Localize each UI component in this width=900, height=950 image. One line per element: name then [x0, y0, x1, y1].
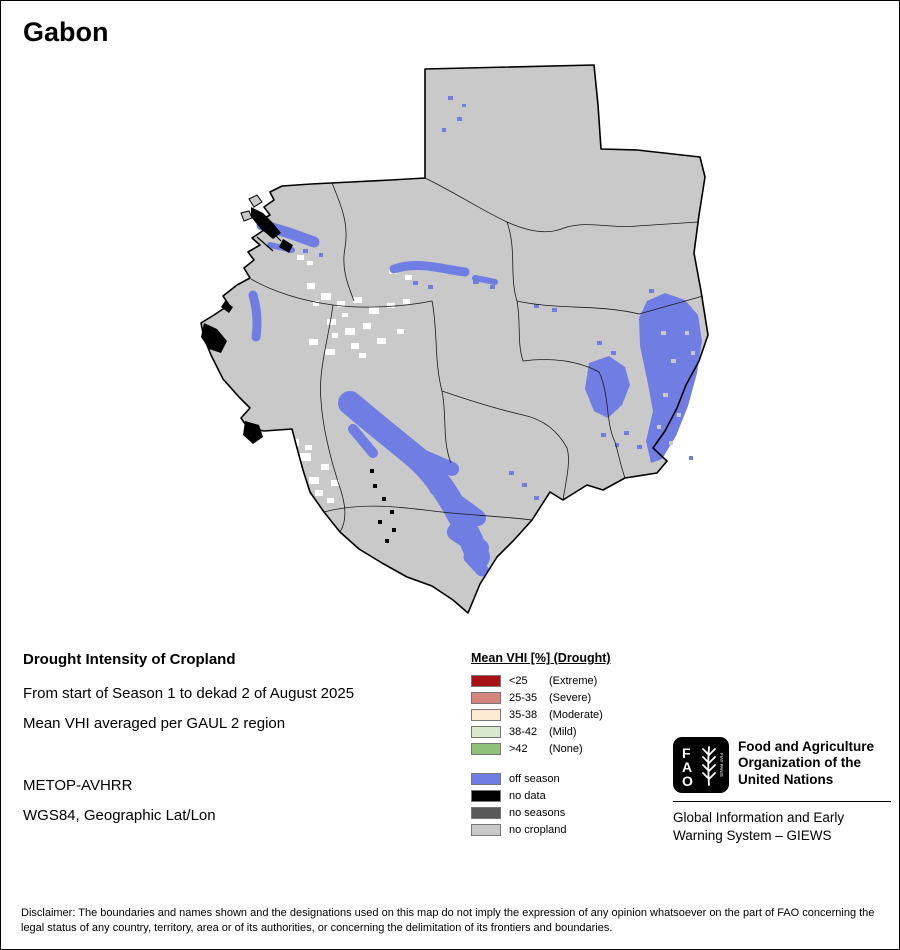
legend-item: <25 (Extreme): [471, 672, 611, 689]
map-subtitle: Drought Intensity of Cropland: [23, 651, 236, 668]
projection-label: WGS84, Geographic Lat/Lon: [23, 807, 216, 824]
legend-item: no cropland: [471, 821, 611, 838]
legend-label: no cropland: [509, 823, 567, 836]
country-outline: [200, 64, 709, 614]
disclaimer: Disclaimer: The boundaries and names sho…: [21, 907, 875, 934]
legend-item: 35-38 (Moderate): [471, 706, 611, 723]
fao-org-name: Food and Agriculture Organization of the…: [738, 739, 874, 787]
svg-text:O: O: [682, 773, 693, 789]
season-period: From start of Season 1 to dekad 2 of Aug…: [23, 685, 355, 702]
legend-swatch: [471, 823, 501, 836]
legend-swatch: [471, 806, 501, 819]
svg-text:A: A: [682, 759, 692, 775]
legend-qualifier-label: (None): [549, 742, 583, 755]
legend-qualifier-label: (Extreme): [549, 674, 598, 687]
legend-range-label: 38-42: [509, 725, 538, 738]
legend: Mean VHI [%] (Drought) <25 (Extreme) 25-…: [471, 651, 611, 838]
legend-vhi-section: <25 (Extreme) 25-35 (Severe) 35-38 (Mode…: [471, 672, 611, 757]
legend-range-label: <25: [509, 674, 528, 687]
legend-item: 25-35 (Severe): [471, 689, 611, 706]
legend-item: 38-42 (Mild): [471, 723, 611, 740]
legend-swatch: [471, 708, 501, 721]
giews-label: Global Information and Early Warning Sys…: [673, 810, 845, 843]
admin-boundaries: [250, 177, 704, 533]
legend-swatch: [471, 691, 501, 704]
fao-block: F A O FIAT PANIS Food and Agriculture Or…: [673, 737, 891, 844]
svg-text:F: F: [682, 745, 691, 761]
legend-range-label: >42: [509, 742, 528, 755]
legend-season-section: off season no data no seasons no croplan…: [471, 770, 611, 838]
legend-swatch: [471, 789, 501, 802]
legend-range-label: 25-35: [509, 691, 538, 704]
wheat-ear-icon: [702, 746, 716, 786]
legend-range-label: 35-38: [509, 708, 538, 721]
legend-qualifier-label: (Mild): [549, 725, 577, 738]
sensor-label: METOP-AVHRR: [23, 777, 133, 794]
legend-swatch: [471, 772, 501, 785]
legend-item: off season: [471, 770, 611, 787]
legend-swatch: [471, 725, 501, 738]
legend-item: no seasons: [471, 804, 611, 821]
no-value-white-patches: [289, 255, 412, 503]
page-title: Gabon: [23, 17, 109, 47]
legend-label: off season: [509, 772, 560, 785]
legend-item: >42 (None): [471, 740, 611, 757]
country-fill: [201, 65, 708, 613]
aggregation-note: Mean VHI averaged per GAUL 2 region: [23, 715, 286, 732]
cropland-speckles: [657, 331, 695, 445]
legend-label: no data: [509, 789, 546, 802]
gabon-map-svg: [200, 64, 709, 614]
legend-label: no seasons: [509, 806, 566, 819]
fao-divider: [673, 801, 891, 802]
legend-title: Mean VHI [%] (Drought): [471, 651, 611, 665]
fao-motto: FIAT PANIS: [719, 753, 724, 777]
legend-swatch: [471, 742, 501, 755]
coastal-islands: [240, 194, 263, 222]
fao-logo-icon: F A O FIAT PANIS: [673, 737, 729, 793]
legend-qualifier-label: (Severe): [549, 691, 592, 704]
legend-qualifier-label: (Moderate): [549, 708, 603, 721]
fao-header: F A O FIAT PANIS Food and Agriculture Or…: [673, 737, 891, 793]
gabon-map: [151, 51, 761, 631]
legend-swatch: [471, 674, 501, 687]
legend-item: no data: [471, 787, 611, 804]
